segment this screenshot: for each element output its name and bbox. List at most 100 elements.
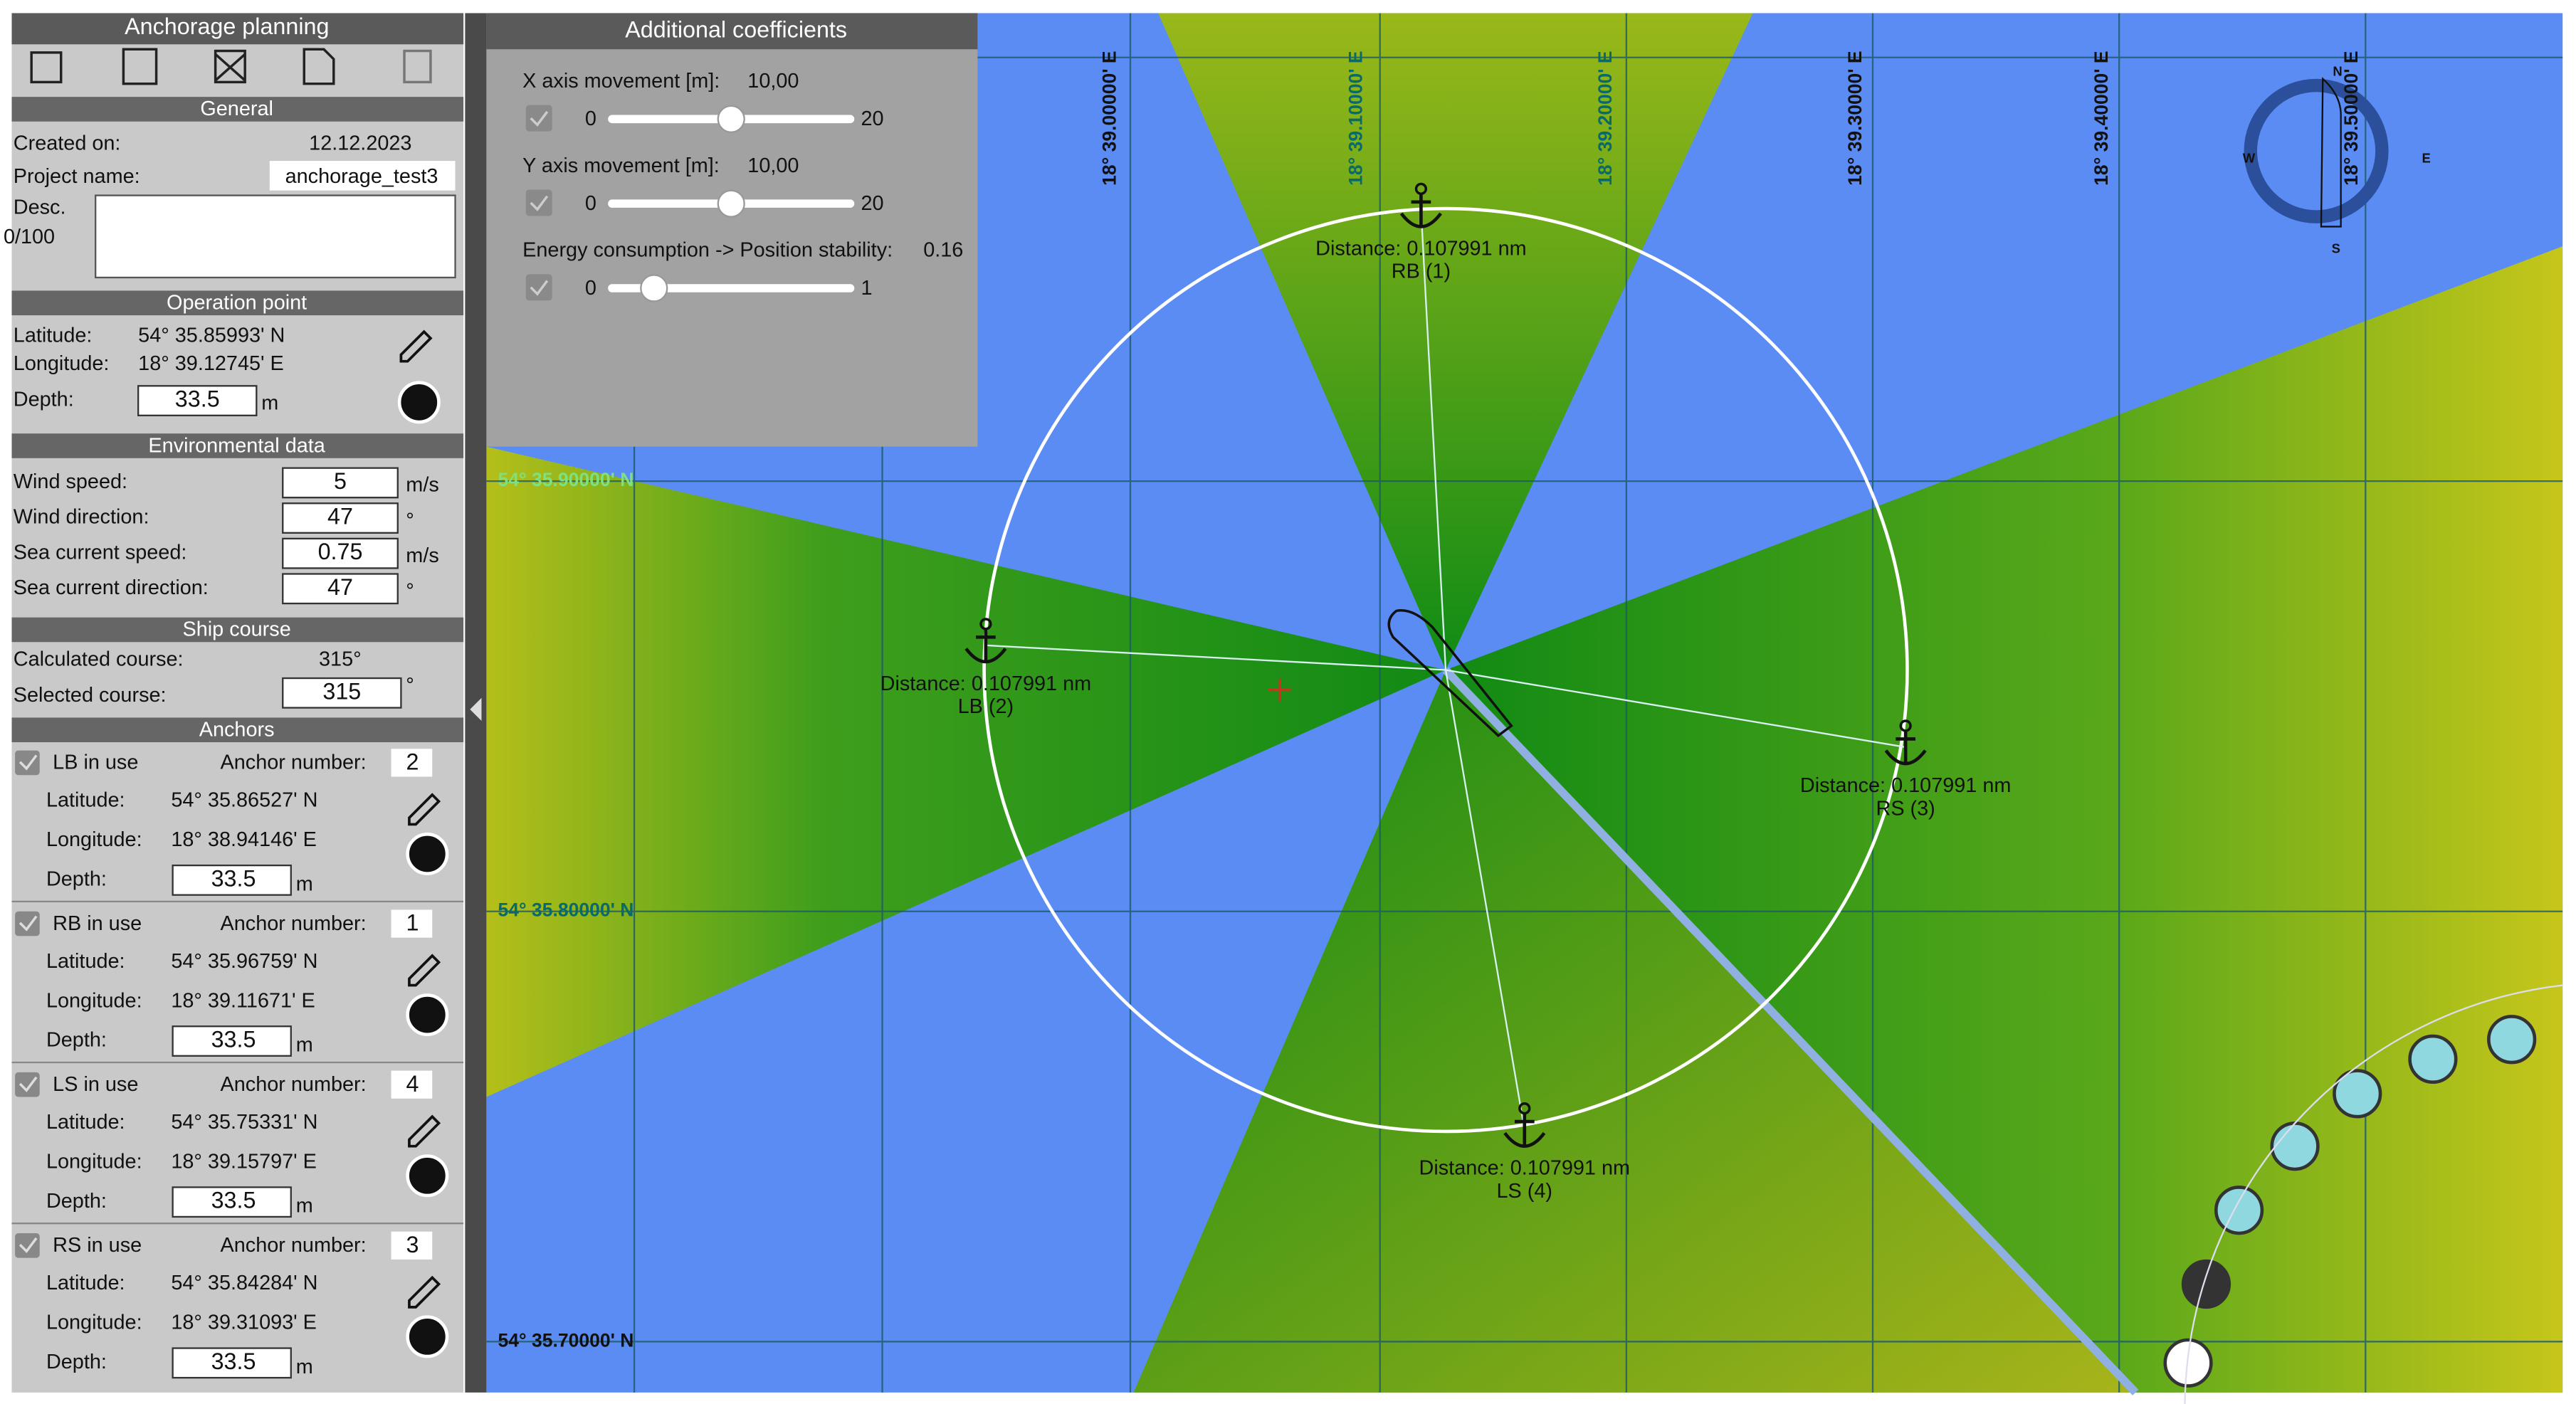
edit-icon[interactable] bbox=[408, 793, 441, 826]
anchor-name: LB (2) bbox=[958, 695, 1014, 718]
edit-icon[interactable] bbox=[399, 329, 433, 363]
longitude-label: 18° 39.40000' E bbox=[2091, 51, 2112, 185]
slider-knob[interactable] bbox=[717, 189, 745, 218]
label: RS in use bbox=[53, 1234, 142, 1257]
globe-icon[interactable] bbox=[406, 1154, 449, 1198]
checkbox[interactable] bbox=[525, 105, 552, 132]
slider-knob[interactable] bbox=[640, 274, 668, 302]
compass bbox=[2244, 78, 2389, 223]
edit-icon[interactable] bbox=[408, 1275, 441, 1309]
globe-icon[interactable] bbox=[406, 1315, 449, 1358]
check bbox=[530, 280, 549, 296]
collapse-arrow[interactable] bbox=[470, 697, 482, 722]
ship bbox=[1387, 609, 1513, 738]
globe-icon[interactable] bbox=[406, 993, 449, 1037]
splitter[interactable] bbox=[465, 13, 487, 1393]
label: Desc. bbox=[14, 196, 66, 219]
label: Depth: bbox=[46, 1351, 107, 1373]
label: Latitude: bbox=[14, 324, 93, 347]
section-title: General bbox=[200, 97, 273, 120]
calc-button[interactable] bbox=[403, 49, 432, 84]
panel-title: Additional coefficients bbox=[625, 16, 847, 42]
check bbox=[19, 915, 38, 931]
checkbox[interactable] bbox=[15, 1072, 40, 1097]
label: Depth: bbox=[46, 1190, 107, 1213]
label: 315 bbox=[322, 678, 361, 704]
label: 47 bbox=[327, 504, 353, 529]
compass-letter: W bbox=[2243, 151, 2256, 166]
checkbox[interactable] bbox=[15, 750, 40, 776]
checkbox[interactable] bbox=[15, 911, 40, 936]
section-header bbox=[11, 433, 464, 458]
input-box[interactable] bbox=[282, 502, 399, 534]
anchor-icon bbox=[1884, 730, 1927, 766]
label: 3 bbox=[406, 1232, 419, 1257]
number-box[interactable] bbox=[391, 1070, 433, 1099]
toolbar[interactable] bbox=[30, 48, 432, 85]
label: 0.75 bbox=[318, 539, 363, 564]
anchor-ring bbox=[1414, 182, 1428, 196]
depth-box[interactable] bbox=[172, 864, 292, 896]
label: 54° 35.75331' N bbox=[171, 1111, 317, 1134]
checkbox[interactable] bbox=[15, 1233, 40, 1258]
depth-box[interactable] bbox=[172, 1347, 292, 1379]
label: m bbox=[296, 1356, 313, 1378]
globe-button[interactable] bbox=[2181, 1259, 2231, 1309]
globe-icon[interactable] bbox=[397, 381, 441, 424]
anchor-name: RB (1) bbox=[1392, 260, 1451, 283]
course-box[interactable] bbox=[282, 677, 402, 709]
label: anchorage_test3 bbox=[285, 165, 438, 188]
sector bbox=[486, 446, 1446, 1097]
label: 5 bbox=[334, 468, 347, 494]
section-header bbox=[11, 290, 464, 316]
latitude-label: 54° 35.70000' N bbox=[498, 1329, 634, 1351]
slider-track[interactable] bbox=[608, 284, 855, 292]
edit-icon[interactable] bbox=[408, 954, 441, 987]
fit-button[interactable] bbox=[2214, 1186, 2264, 1235]
coefficients-panel bbox=[486, 13, 978, 447]
compass-letter: N bbox=[2333, 63, 2342, 78]
label: Longitude: bbox=[14, 352, 110, 375]
compass-letter: S bbox=[2332, 241, 2340, 256]
anchor-icon bbox=[964, 628, 1007, 664]
label: 1 bbox=[861, 277, 873, 300]
input-box[interactable] bbox=[282, 467, 399, 499]
label: 2 bbox=[406, 749, 419, 775]
label: Y axis movement [m]: bbox=[522, 154, 720, 177]
label: 4 bbox=[406, 1071, 419, 1097]
globe-icon[interactable] bbox=[406, 832, 449, 875]
input-box[interactable] bbox=[282, 537, 399, 569]
label: 18° 39.15797' E bbox=[171, 1150, 317, 1173]
desc-box[interactable] bbox=[95, 194, 456, 279]
menu-button[interactable] bbox=[2408, 1034, 2458, 1084]
close-button[interactable] bbox=[214, 49, 246, 84]
label: 18° 38.94146' E bbox=[171, 828, 317, 851]
number-box[interactable] bbox=[391, 1231, 433, 1260]
save-button[interactable] bbox=[122, 48, 158, 85]
label: ° bbox=[406, 509, 414, 532]
label: Sea current speed: bbox=[14, 541, 187, 564]
zoom-out-button[interactable] bbox=[2333, 1069, 2382, 1119]
label: 1 bbox=[406, 910, 419, 936]
checkbox[interactable] bbox=[525, 274, 552, 301]
map-buttons[interactable] bbox=[2163, 1015, 2537, 1388]
depth-box[interactable] bbox=[172, 1186, 292, 1218]
new-button[interactable] bbox=[303, 48, 335, 85]
anchor-distance: Distance: 0.107991 nm bbox=[1800, 774, 2011, 797]
edit-icon[interactable] bbox=[408, 1114, 441, 1148]
checkbox[interactable] bbox=[525, 189, 552, 216]
project-box[interactable] bbox=[269, 161, 456, 191]
grid-button[interactable] bbox=[2487, 1015, 2537, 1065]
depth-box[interactable] bbox=[172, 1025, 292, 1057]
zoom-in-button[interactable] bbox=[2270, 1121, 2320, 1171]
number-box[interactable] bbox=[391, 749, 433, 777]
anchor-name: RS (3) bbox=[1876, 797, 1935, 820]
label: 20 bbox=[861, 107, 884, 130]
number-box[interactable] bbox=[391, 909, 433, 938]
label: m bbox=[261, 391, 278, 414]
slider-knob[interactable] bbox=[717, 105, 745, 133]
longitude-label: 18° 39.10000' E bbox=[1345, 51, 1366, 185]
input-box[interactable] bbox=[282, 573, 399, 605]
edit-button[interactable] bbox=[30, 51, 63, 84]
depth-box[interactable] bbox=[137, 385, 258, 416]
